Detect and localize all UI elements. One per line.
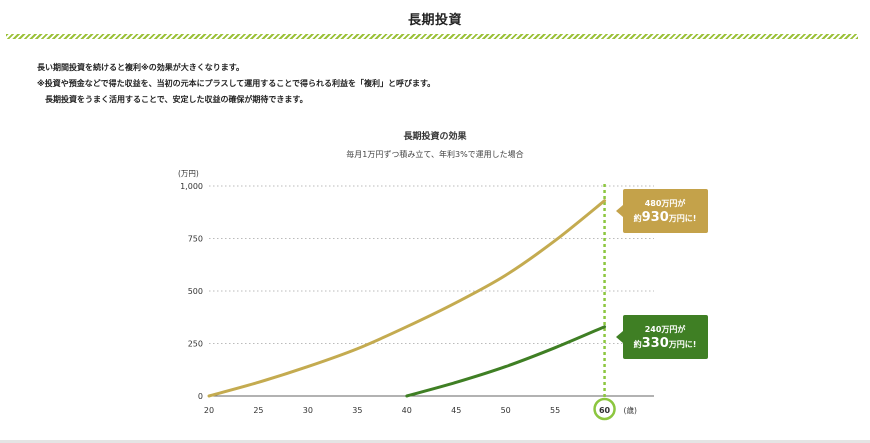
highlight-age-label: 60 [599, 406, 611, 415]
chart-subtitle: 毎月1万円ずつ積み立て、年利3%で運用した場合 [346, 150, 524, 159]
highlight-age-circle [593, 397, 616, 421]
y-axis-unit: (万円) [178, 169, 199, 178]
x-tick-label: 40 [402, 406, 412, 415]
intro-text: 長い期間投資を続けると複利※の効果が大きくなります。 ※投資や預金などで得た収益… [37, 60, 435, 108]
x-tick-label: 35 [352, 406, 362, 415]
callout-arrow [615, 204, 623, 217]
callout-line2: 約330万円に! [623, 335, 708, 352]
title-stripe-divider [6, 34, 858, 39]
x-tick-label: 45 [451, 406, 461, 415]
y-tick-label: 750 [188, 235, 203, 244]
y-tick-label: 0 [198, 392, 203, 401]
callout-line1: 480万円が [644, 198, 686, 208]
callout-prefix: 約 [633, 213, 642, 223]
page-title: 長期投資 [407, 13, 462, 28]
callout-suffix: 万円に! [668, 213, 697, 223]
x-tick-label: 25 [253, 406, 263, 415]
x-tick-label: 50 [501, 406, 511, 415]
series-line-gold [207, 199, 607, 398]
callout-green: 240万円が 約330万円に! [615, 314, 708, 359]
y-tick-label: 1,000 [180, 182, 203, 191]
intro-line-3: 長期投資をうまく活用することで、安定した収益の確保が期待できます。 [45, 95, 308, 104]
callout-prefix: 約 [633, 339, 642, 349]
series-line-green [405, 325, 607, 398]
x-axis-unit: (歳) [624, 405, 637, 415]
intro-line-1: 長い期間投資を続けると複利※の効果が大きくなります。 [37, 63, 244, 72]
callout-gold: 480万円が 約930万円に! [615, 188, 708, 233]
y-tick-label: 250 [188, 340, 203, 349]
callout-line1: 240万円が [644, 324, 686, 334]
callout-line2: 約930万円に! [623, 209, 708, 226]
x-tick-label: 55 [550, 406, 560, 415]
callout-value: 930 [641, 209, 669, 225]
callout-arrow [615, 330, 623, 343]
intro-line-2: ※投資や預金などで得た収益を、当初の元本にプラスして運用することで得られる利益を… [37, 79, 436, 88]
callout-value: 330 [641, 335, 669, 351]
bottom-divider [0, 440, 870, 443]
chart-title: 長期投資の効果 [403, 132, 467, 142]
callout-suffix: 万円に! [668, 339, 697, 349]
y-tick-label: 500 [188, 287, 203, 296]
x-tick-label: 30 [303, 406, 313, 415]
x-tick-label: 20 [204, 406, 214, 415]
